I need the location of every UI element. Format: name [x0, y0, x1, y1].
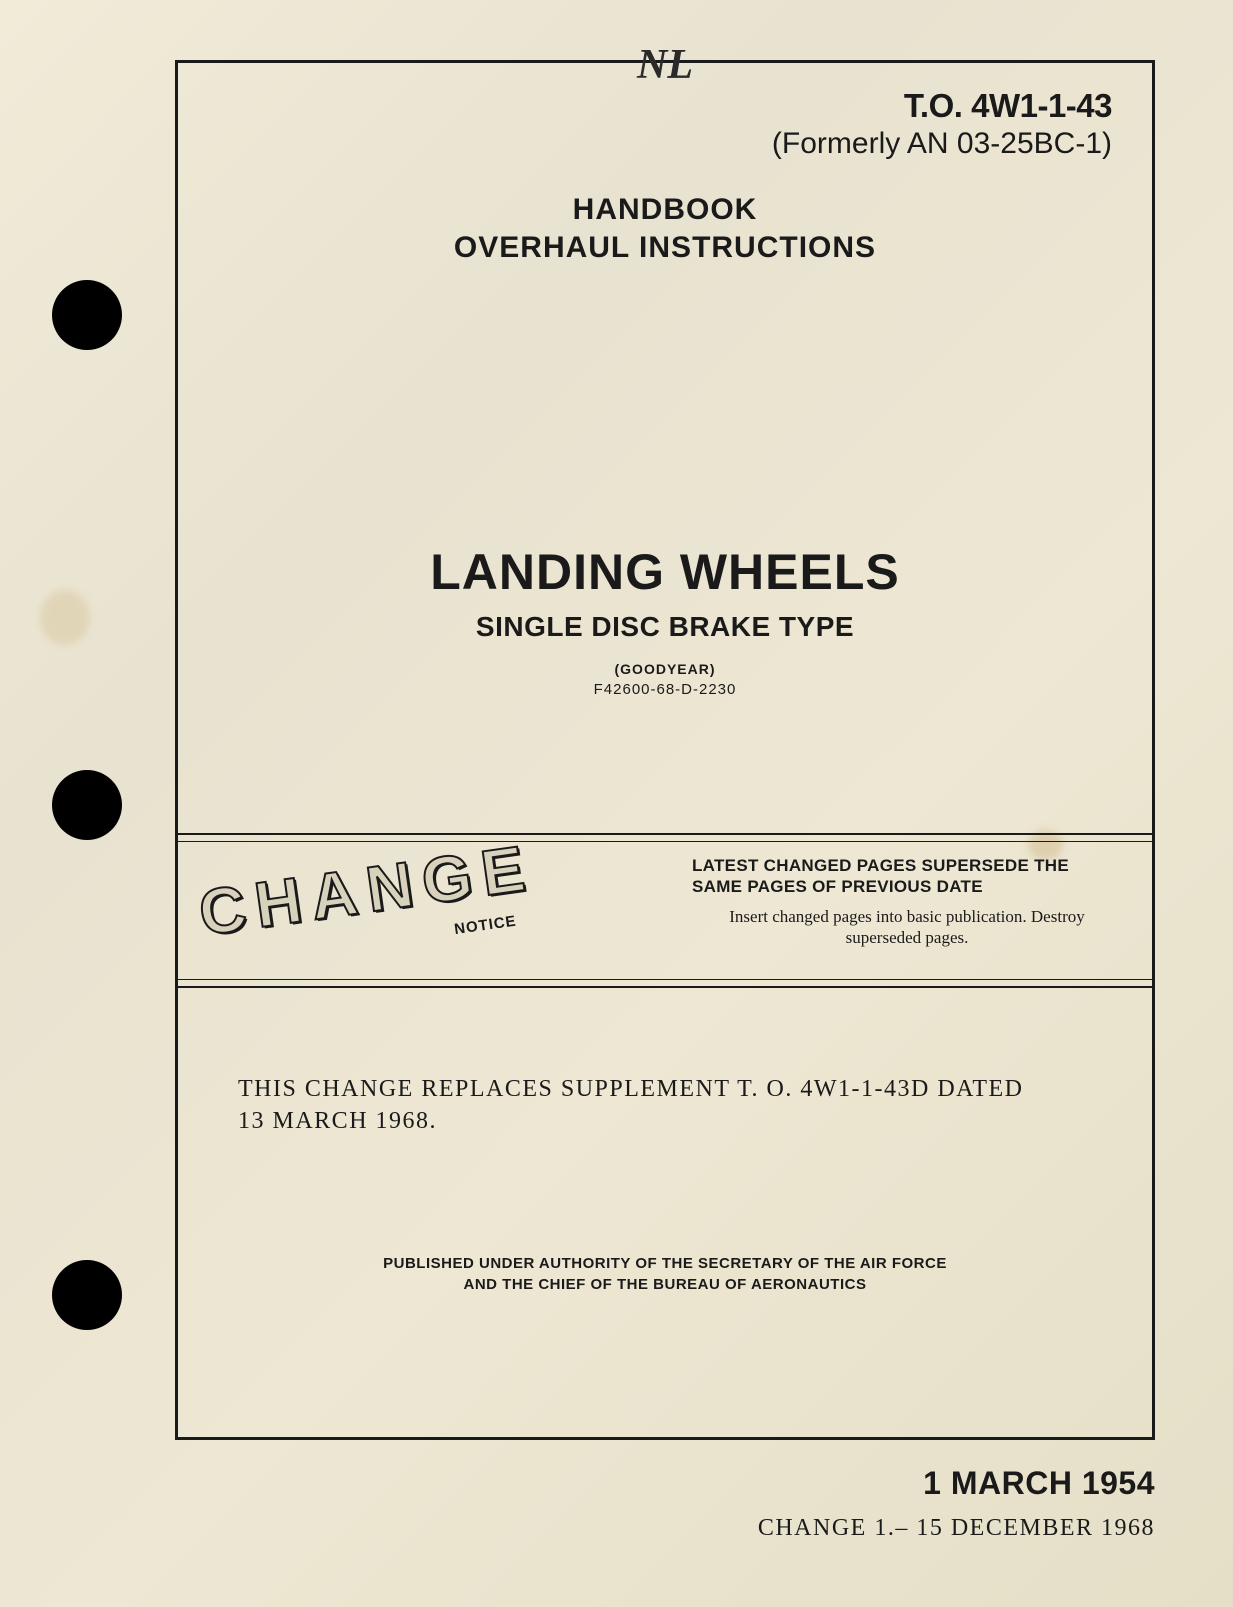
title-block: LANDING WHEELS SINGLE DISC BRAKE TYPE (G…	[178, 543, 1152, 698]
document-subtitle: SINGLE DISC BRAKE TYPE	[178, 611, 1152, 643]
punch-hole	[52, 280, 122, 350]
supersede-notice: LATEST CHANGED PAGES SUPERSEDE THE SAME …	[692, 855, 1122, 948]
authority-line1: PUBLISHED UNDER AUTHORITY OF THE SECRETA…	[178, 1253, 1152, 1274]
handbook-heading: HANDBOOK OVERHAUL INSTRUCTIONS	[178, 193, 1152, 265]
change-notice-band: CHANGE NOTICE LATEST CHANGED PAGES SUPER…	[178, 833, 1152, 988]
handwritten-annotation: NL	[637, 41, 693, 89]
authority-statement: PUBLISHED UNDER AUTHORITY OF THE SECRETA…	[178, 1253, 1152, 1295]
contract-number: F42600-68-D-2230	[178, 681, 1152, 698]
change-date: CHANGE 1.– 15 DECEMBER 1968	[758, 1515, 1155, 1542]
change-stamp-sub: NOTICE	[453, 913, 517, 939]
punch-hole	[52, 1260, 122, 1330]
supersede-instruction: Insert changed pages into basic publicat…	[692, 906, 1122, 949]
replaces-line1: THIS CHANGE REPLACES SUPPLEMENT T. O. 4W…	[238, 1073, 1024, 1105]
handbook-subtitle: OVERHAUL INSTRUCTIONS	[178, 231, 1152, 265]
punch-hole	[52, 770, 122, 840]
replaces-statement: THIS CHANGE REPLACES SUPPLEMENT T. O. 4W…	[238, 1073, 1024, 1138]
publication-date: 1 MARCH 1954	[923, 1465, 1155, 1502]
document-title: LANDING WHEELS	[178, 543, 1152, 601]
manufacturer: (GOODYEAR)	[178, 661, 1152, 677]
content-frame: NL T.O. 4W1-1-43 (Formerly AN 03-25BC-1)…	[175, 60, 1155, 1440]
handbook-label: HANDBOOK	[178, 193, 1152, 227]
former-doc-number: (Formerly AN 03-25BC-1)	[772, 127, 1112, 161]
document-id-block: T.O. 4W1-1-43 (Formerly AN 03-25BC-1)	[772, 87, 1112, 161]
change-stamp: CHANGE NOTICE	[194, 830, 538, 950]
paper-stain	[40, 590, 90, 645]
tech-order-number: T.O. 4W1-1-43	[772, 87, 1112, 125]
supersede-heading: LATEST CHANGED PAGES SUPERSEDE THE SAME …	[692, 855, 1122, 898]
replaces-line2: 13 MARCH 1968.	[238, 1105, 1024, 1137]
authority-line2: AND THE CHIEF OF THE BUREAU OF AERONAUTI…	[178, 1274, 1152, 1295]
document-page: NL T.O. 4W1-1-43 (Formerly AN 03-25BC-1)…	[0, 0, 1233, 1607]
